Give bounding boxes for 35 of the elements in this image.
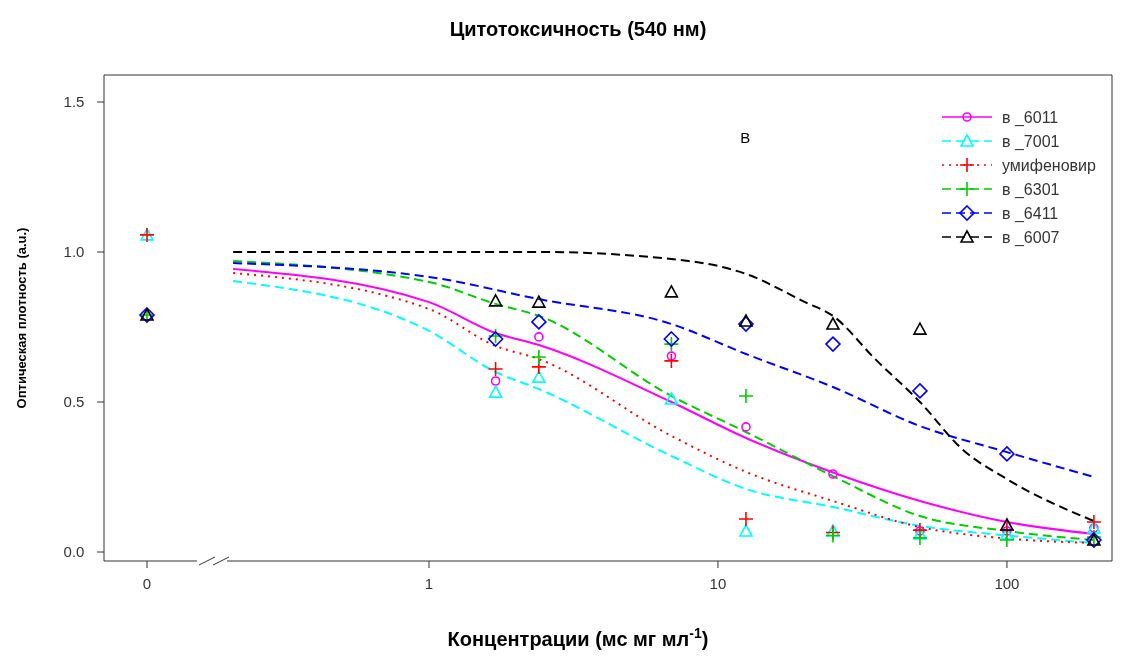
x-tick-label: 0: [142, 575, 152, 592]
point: [912, 530, 928, 546]
point: [739, 524, 753, 537]
point: [738, 388, 754, 404]
y-tick-label: 0.5: [63, 393, 85, 411]
point: [739, 314, 753, 327]
point: [828, 469, 838, 479]
point: [738, 511, 754, 527]
point: [1000, 518, 1014, 531]
legend-label: в _6411: [1002, 204, 1059, 223]
legend-label: в _6301: [1002, 180, 1060, 199]
point: [825, 336, 841, 352]
x-axis-title: Концентрации (мс мг мл$^{-1}$): [447, 625, 709, 650]
y-tick-label: 0.0: [63, 543, 85, 561]
y-tick-label: 1.5: [63, 93, 85, 111]
point: [741, 422, 751, 432]
point: [1086, 514, 1102, 530]
y-tick-label: 1.0: [63, 243, 85, 261]
legend-label: умифеновир: [1002, 156, 1096, 174]
x-tick-label: 1: [424, 575, 434, 592]
legend-label: в _6007: [1002, 228, 1060, 247]
annotation: В: [740, 129, 751, 146]
point: [999, 446, 1015, 462]
point: [826, 524, 840, 537]
legend-label: в _7001: [1002, 132, 1060, 151]
x-tick-label: 10: [709, 575, 727, 592]
y-axis-title: Оптическая плотность (a.u.): [14, 227, 29, 409]
chart-title: Цитотоксичность (540 нм): [449, 18, 707, 40]
x-tick-label: 100: [994, 575, 1020, 592]
legend-label: в _6011: [1002, 108, 1059, 127]
point: [913, 322, 927, 335]
point: [912, 383, 928, 399]
point: [826, 317, 840, 330]
point: [738, 316, 754, 332]
point: [999, 532, 1015, 548]
